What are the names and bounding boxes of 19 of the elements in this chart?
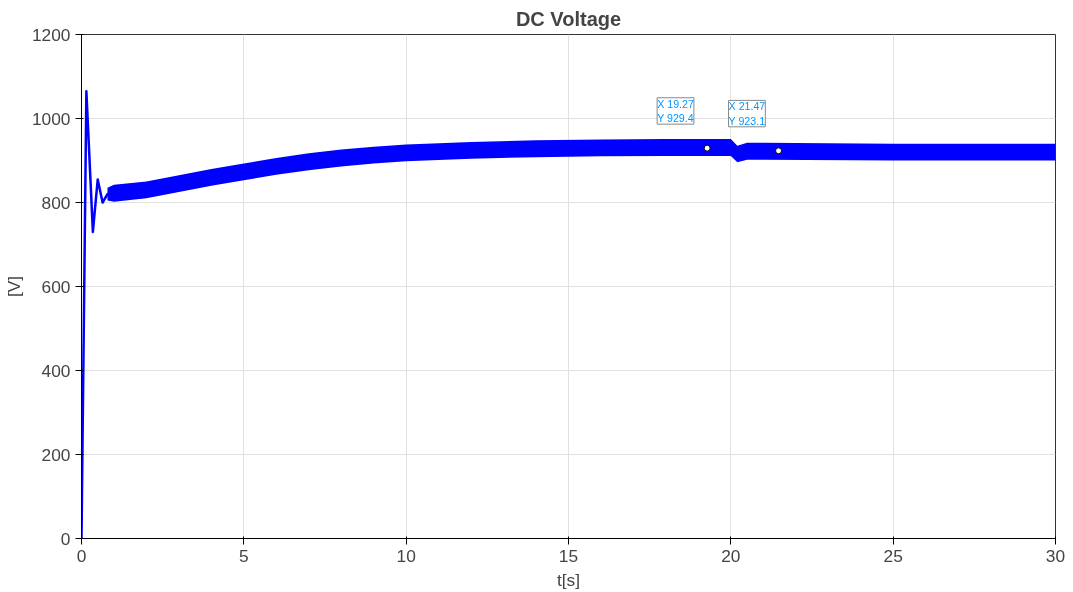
- y-axis-title: [V]: [3, 275, 24, 298]
- y-tick-label: 800: [41, 192, 71, 213]
- x-tick-label: 30: [1045, 545, 1066, 566]
- x-tick-label: 5: [239, 545, 249, 566]
- y-tick-label: 0: [60, 528, 71, 549]
- y-tick-label: 1200: [31, 24, 71, 45]
- x-axis-title: t[s]: [556, 569, 581, 590]
- x-tick-label: 10: [396, 545, 416, 566]
- x-tick-label: 15: [558, 545, 579, 566]
- x-tick-label: 20: [721, 545, 741, 566]
- y-tick-label: 200: [41, 444, 71, 465]
- annotation: X 19.27 Y 929.4: [657, 97, 694, 125]
- y-tick-label: 1000: [31, 108, 71, 129]
- x-tick-label: 25: [883, 545, 903, 566]
- chart-title: DC Voltage: [515, 7, 622, 30]
- x-tick-label: 0: [76, 545, 87, 566]
- annotation: X 21.47 Y 923.1: [728, 100, 766, 127]
- y-tick-label: 400: [41, 360, 71, 381]
- y-tick-label: 600: [41, 276, 71, 297]
